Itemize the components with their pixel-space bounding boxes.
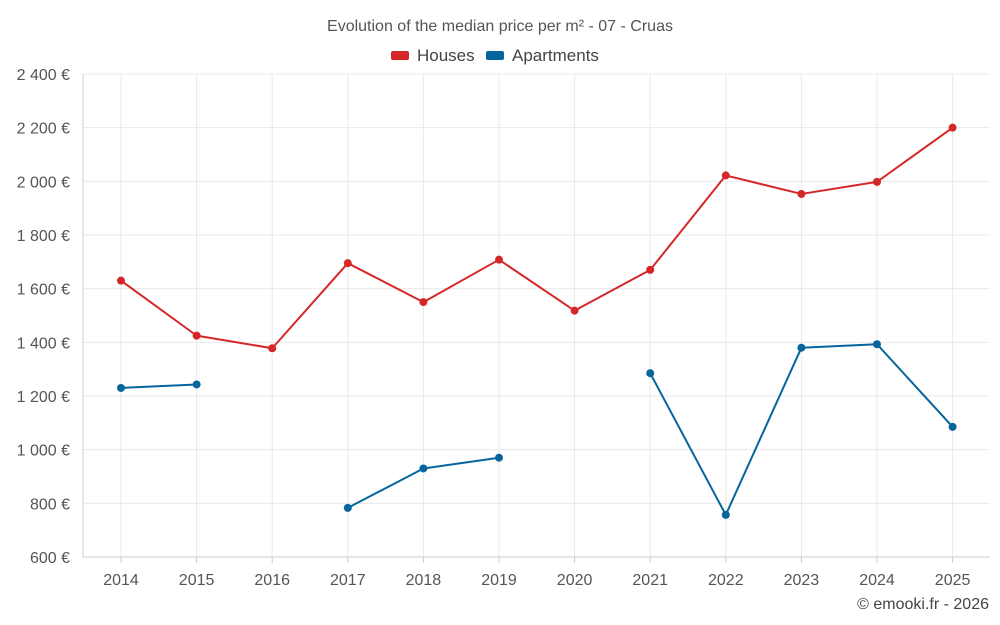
data-point-apartments-2023[interactable]	[797, 343, 806, 352]
data-point-houses-2015[interactable]	[192, 331, 201, 340]
x-tick-label: 2024	[859, 572, 895, 589]
y-tick-label: 1 800 €	[17, 228, 70, 245]
data-point-houses-2022[interactable]	[721, 171, 730, 180]
x-tick-label: 2019	[481, 572, 517, 589]
data-point-apartments-2025[interactable]	[948, 422, 957, 431]
y-tick-label: 1 000 €	[17, 443, 70, 460]
data-point-houses-2020[interactable]	[570, 306, 579, 315]
x-tick-label: 2020	[557, 572, 593, 589]
data-point-houses-2021[interactable]	[646, 265, 655, 274]
data-point-apartments-2019[interactable]	[495, 453, 503, 462]
data-point-houses-2025[interactable]	[948, 123, 957, 132]
series-line-apartments	[120, 383, 197, 389]
x-tick-label: 2016	[254, 572, 290, 589]
y-tick-label: 1 600 €	[17, 282, 70, 299]
x-tick-label: 2022	[708, 572, 744, 589]
legend-label-apartments[interactable]: Apartments	[512, 46, 599, 65]
x-tick-label: 2018	[406, 572, 442, 589]
y-tick-label: 2 200 €	[17, 121, 70, 138]
y-tick-label: 800 €	[30, 496, 70, 513]
x-tick-label: 2023	[784, 572, 820, 589]
data-point-houses-2024[interactable]	[873, 177, 881, 186]
y-tick-label: 1 400 €	[17, 335, 70, 352]
series-houses	[117, 123, 957, 353]
chart-title: Evolution of the median price per m² - 0…	[327, 18, 673, 35]
data-point-houses-2023[interactable]	[797, 189, 806, 198]
series-apartments	[117, 340, 957, 519]
x-tick-label: 2017	[330, 572, 366, 589]
data-point-houses-2018[interactable]	[419, 298, 428, 307]
data-point-apartments-2017[interactable]	[343, 503, 352, 512]
x-tick-label: 2015	[179, 572, 215, 589]
y-axis: 600 € 800 € 1 000 € 1 200 € 1 400 € 1 600 € 1 …	[17, 67, 84, 567]
data-point-houses-2017[interactable]	[343, 259, 352, 268]
data-point-apartments-2015[interactable]	[192, 380, 201, 389]
data-point-apartments-2018[interactable]	[419, 464, 428, 473]
x-tick-label: 2021	[632, 572, 668, 589]
data-point-apartments-2022[interactable]	[721, 510, 730, 519]
x-axis: 2014 2015 2016 2017 2018 2019 2020 2021 2022 2023…	[83, 556, 990, 589]
y-gridlines	[83, 73, 990, 504]
y-tick-label: 2 400 €	[17, 67, 70, 84]
data-point-houses-2019[interactable]	[495, 255, 503, 264]
series-line-houses	[120, 126, 954, 350]
y-tick-label: 2 000 €	[17, 174, 70, 191]
legend-swatch-houses[interactable]	[391, 51, 409, 60]
x-tick-label: 2025	[935, 572, 971, 589]
legend-swatch-apartments[interactable]	[486, 51, 504, 60]
data-point-houses-2016[interactable]	[268, 344, 277, 353]
series-layer	[117, 123, 957, 519]
y-tick-label: 1 200 €	[17, 389, 70, 406]
x-tick-label: 2014	[103, 572, 139, 589]
data-point-apartments-2024[interactable]	[873, 340, 881, 349]
y-tick-label: 600 €	[30, 550, 70, 567]
legend-label-houses[interactable]: Houses	[417, 46, 475, 65]
data-point-apartments-2014[interactable]	[117, 383, 125, 392]
legend: Houses Apartments	[391, 46, 599, 65]
data-point-apartments-2021[interactable]	[646, 369, 655, 378]
x-gridlines	[120, 74, 954, 557]
credit-text: © emooki.fr - 2026	[857, 596, 989, 613]
data-point-houses-2014[interactable]	[117, 276, 125, 285]
